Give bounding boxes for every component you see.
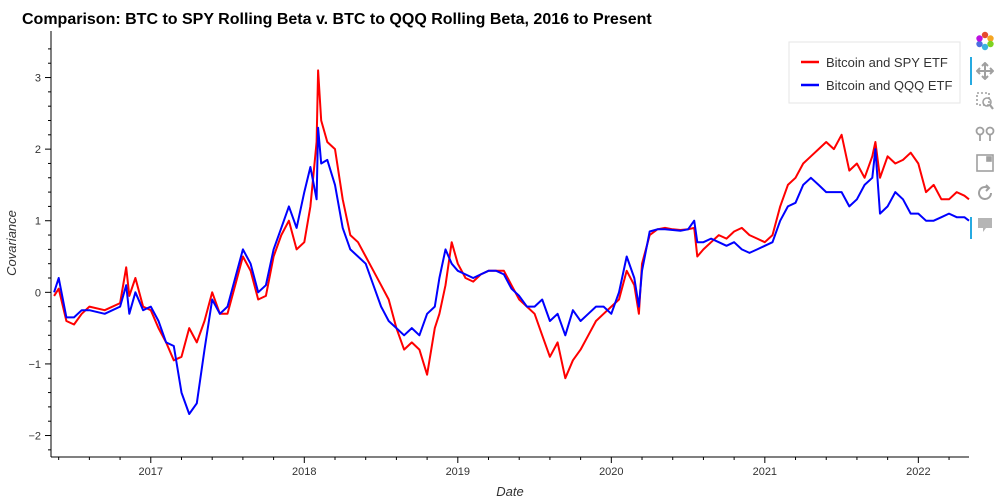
chart-title: Comparison: BTC to SPY Rolling Beta v. B… [22,11,652,28]
series-line-spy [53,69,970,380]
x-tick-label: 2020 [599,466,623,478]
bokeh-logo-icon[interactable] [974,30,996,52]
x-tick-label: 2022 [906,466,930,478]
y-axis-label: Covariance [4,210,19,276]
y-tick-label: 2 [35,144,41,156]
y-tick-label: 3 [35,73,41,85]
legend: Bitcoin and SPY ETF Bitcoin and QQQ ETF [788,41,961,104]
box-zoom-icon[interactable] [974,90,996,112]
legend-label-qqq: Bitcoin and QQQ ETF [826,78,952,93]
legend-box [788,41,961,104]
y-tick-label: 1 [35,216,41,228]
y-tick-label: 0 [35,287,41,299]
x-axis-label: Date [496,484,523,499]
y-axis: −2 −1 0 1 2 3 [28,48,51,451]
active-tool-indicator [970,57,972,85]
save-icon[interactable] [974,152,996,174]
legend-label-spy: Bitcoin and SPY ETF [826,55,948,70]
hover-icon[interactable] [974,214,996,236]
series-layer [53,69,970,415]
x-tick-label: 2019 [446,466,470,478]
y-tick-label: −2 [28,431,41,443]
wheel-zoom-icon[interactable] [974,122,996,144]
x-tick-label: 2018 [292,466,316,478]
reset-icon[interactable] [974,182,996,204]
active-tool-indicator [970,217,972,239]
series-line-qqq [53,126,970,415]
x-tick-label: 2017 [139,466,163,478]
y-tick-label: −1 [28,359,41,371]
plot-frame [50,31,969,458]
x-tick-label: 2021 [753,466,777,478]
x-axis: 2017 2018 2019 2020 2021 2022 [58,457,950,478]
plot-toolbar [968,30,999,260]
pan-icon[interactable] [974,60,996,82]
